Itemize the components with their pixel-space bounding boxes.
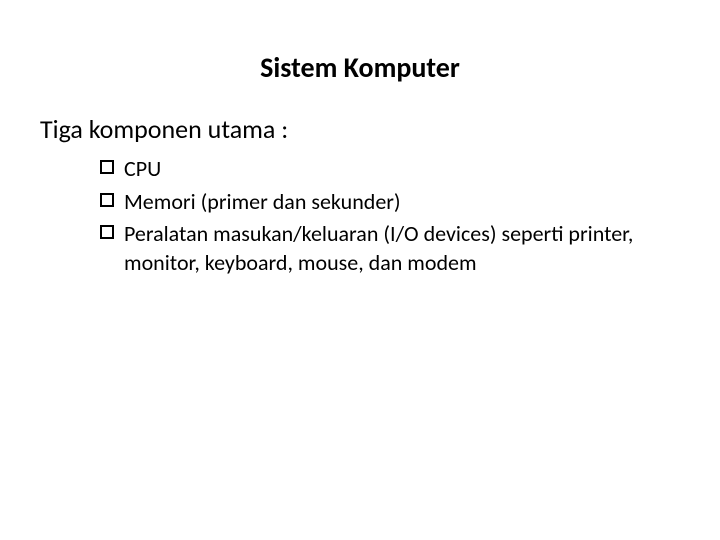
list-item: CPU	[100, 155, 680, 184]
bullet-text: Memori (primer dan sekunder)	[124, 188, 680, 217]
bullet-text: Peralatan masukan/keluaran (I/O devices)…	[124, 220, 680, 277]
square-bullet-icon	[100, 160, 114, 174]
slide-subtitle: Tiga komponen utama :	[40, 113, 680, 145]
list-item: Memori (primer dan sekunder)	[100, 188, 680, 217]
slide-container: Sistem Komputer Tiga komponen utama : CP…	[0, 0, 720, 540]
list-item: Peralatan masukan/keluaran (I/O devices)…	[100, 220, 680, 277]
slide-title: Sistem Komputer	[40, 50, 680, 85]
bullet-text: CPU	[124, 155, 680, 184]
square-bullet-icon	[100, 193, 114, 207]
bullet-list: CPU Memori (primer dan sekunder) Peralat…	[40, 155, 680, 277]
square-bullet-icon	[100, 225, 114, 239]
